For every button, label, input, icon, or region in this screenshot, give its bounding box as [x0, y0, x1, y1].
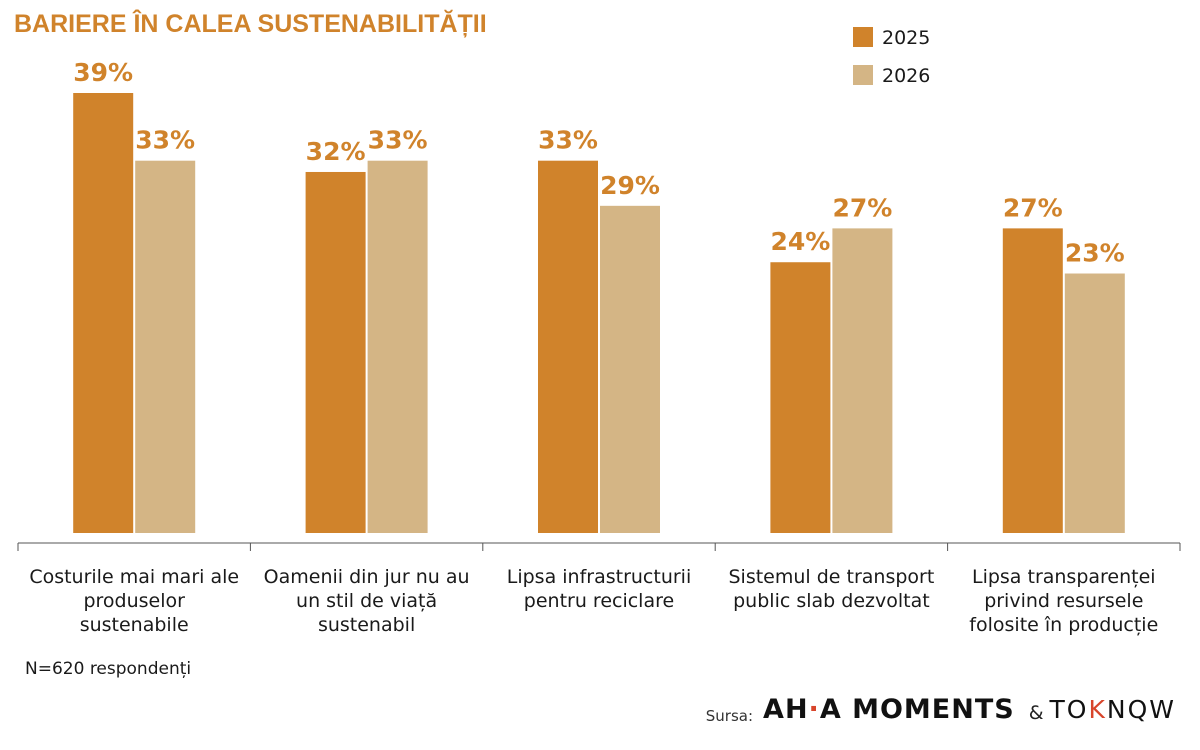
chart-title: BARIERE ÎN CALEA SUSTENABILITĂȚII [14, 8, 487, 38]
bar-2025-cat-2 [305, 171, 366, 533]
value-label-2026-cat-5: 23% [1065, 239, 1125, 268]
legend-label-2026: 2026 [882, 65, 930, 87]
category-label-5: Lipsa transparenței privind resursele folo… [969, 566, 1158, 636]
category-label-3: Lipsa infrastructurii pentru reciclare [507, 566, 691, 612]
bar-2025-cat-3 [538, 160, 598, 533]
category-label-4: Sistemul de transport public slab dezvolt… [728, 566, 934, 612]
source-label: Sursa: [705, 706, 754, 725]
value-label-2026-cat-4: 27% [832, 193, 892, 222]
bars-group [73, 93, 1125, 534]
value-label-2026-cat-2: 33% [368, 126, 428, 155]
bar-2025-cat-5 [1002, 228, 1063, 533]
value-label-2025-cat-2: 32% [306, 137, 366, 166]
category-labels-group: Costurile mai mari ale produselor sustenab… [29, 566, 1158, 636]
sample-size-note: N=620 respondenți [25, 659, 192, 679]
value-label-2025-cat-3: 33% [538, 126, 598, 155]
value-label-2026-cat-1: 33% [135, 126, 195, 155]
bar-2026-cat-4 [832, 228, 893, 533]
value-label-2025-cat-4: 24% [770, 227, 830, 256]
legend: 2025 2026 [853, 27, 930, 87]
bar-2026-cat-5 [1064, 273, 1125, 533]
aha-moments-logo: AH·A MOMENTS [763, 694, 1015, 725]
bar-2026-cat-3 [600, 205, 660, 534]
bar-2025-cat-4 [770, 262, 831, 533]
value-label-2025-cat-5: 27% [1003, 193, 1063, 222]
bar-2026-cat-2 [367, 160, 428, 533]
bar-2025-cat-1 [73, 93, 134, 533]
source-credit: Sursa: AH·A MOMENTS & TOKNQW [706, 694, 1176, 725]
category-label-1: Costurile mai mari ale produselor sustenab… [29, 566, 239, 636]
ampersand: & [1028, 701, 1044, 724]
x-axis [17, 542, 1181, 551]
legend-swatch-2025 [853, 27, 873, 47]
value-label-2025-cat-1: 39% [73, 58, 133, 87]
legend-label-2025: 2025 [882, 27, 930, 49]
toknow-logo: TOKNQW [1049, 695, 1176, 724]
bar-2026-cat-1 [135, 160, 196, 533]
legend-swatch-2026 [853, 65, 873, 85]
value-label-2026-cat-3: 29% [600, 171, 660, 200]
value-labels-group: 39%33% 32% 33% 33%29%24%27% 27%23% [73, 58, 1124, 268]
category-label-2: Oamenii din jur nu au un stil de viață sus… [264, 566, 470, 636]
